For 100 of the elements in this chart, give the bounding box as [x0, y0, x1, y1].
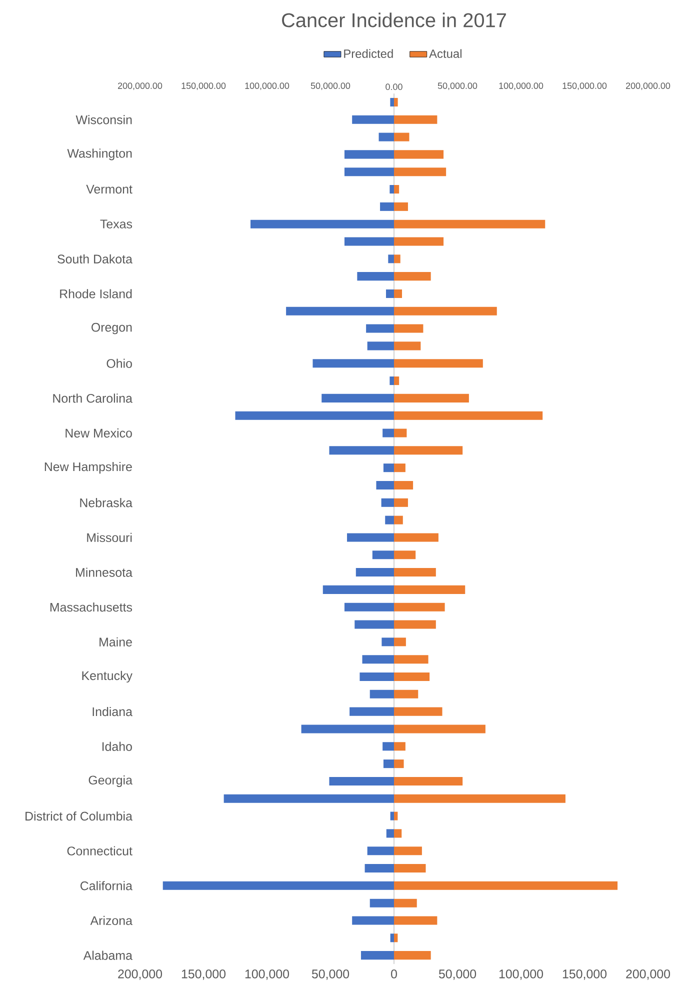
- bar: [394, 550, 416, 560]
- bar: [162, 881, 394, 890]
- x-tick-label: 0: [391, 970, 397, 978]
- y-tick-label: Maine: [100, 637, 132, 646]
- bar: [382, 428, 394, 438]
- bar: [301, 724, 394, 734]
- bar: [394, 864, 426, 873]
- bar: [394, 620, 436, 629]
- bar: [322, 394, 394, 402]
- y-tick-label: Washington: [67, 148, 132, 160]
- bar: [394, 672, 430, 682]
- bar: [383, 464, 394, 472]
- y-tick-label: Nebraska: [80, 498, 132, 508]
- bar: [352, 916, 394, 925]
- bar: [390, 812, 394, 820]
- y-tick-label: Oregon: [92, 322, 132, 334]
- bar: [356, 568, 394, 577]
- x2-tick-label: 100,000.00: [499, 82, 544, 90]
- bar: [394, 638, 406, 646]
- bar: [394, 776, 463, 786]
- y-tick-label: Ohio: [106, 358, 132, 368]
- y-tick-label: District of Columbia: [26, 811, 132, 821]
- bar: [394, 272, 431, 281]
- bar: [394, 184, 400, 194]
- bar: [390, 98, 394, 106]
- bar: [394, 428, 407, 438]
- bar: [394, 898, 417, 908]
- bar: [329, 776, 394, 786]
- x2-tick-label: 150,000.00: [562, 82, 607, 90]
- bar: [394, 446, 463, 455]
- x2-tick-label: 100,000.00: [245, 82, 290, 90]
- bar: [312, 359, 394, 368]
- bar: [344, 237, 394, 246]
- bar: [360, 951, 394, 960]
- y-tick-label: North Carolina: [53, 394, 132, 403]
- bar: [370, 898, 394, 908]
- bar: [390, 934, 394, 942]
- bar: [394, 951, 431, 960]
- y-tick-label: South Dakota: [58, 254, 132, 264]
- bar: [394, 690, 418, 698]
- y-tick-label: Indiana: [92, 706, 132, 716]
- bar: [388, 254, 394, 264]
- bar: [394, 742, 406, 751]
- bar: [394, 168, 446, 176]
- bar: [344, 168, 394, 176]
- bar: [394, 98, 398, 106]
- bar: [394, 359, 483, 368]
- bar: [394, 881, 618, 890]
- bar: [382, 742, 394, 751]
- bar: [394, 934, 398, 942]
- bar: [378, 132, 394, 142]
- y-tick-label: Rhode Island: [60, 289, 132, 298]
- bar: [394, 533, 438, 542]
- y-tick-label: Texas: [100, 220, 132, 228]
- bar: [394, 916, 438, 925]
- bar: [394, 585, 466, 594]
- x2-tick-label: 200,000.00: [118, 82, 162, 90]
- bar: [394, 812, 398, 820]
- bar: [394, 794, 566, 803]
- x-tick-label: 200,000: [118, 970, 162, 980]
- x2-tick-label: 200,000.00: [626, 82, 670, 90]
- bar: [352, 115, 394, 124]
- bar: [224, 794, 394, 803]
- bar: [350, 707, 394, 716]
- y-tick-label: New Hampshire: [44, 462, 132, 474]
- bar: [367, 342, 394, 350]
- bar: [394, 324, 424, 333]
- bar: [366, 324, 394, 333]
- x-tick-label: 100,000: [499, 970, 544, 980]
- x2-tick-label: 150,000.00: [182, 82, 226, 90]
- bar: [394, 289, 402, 298]
- bar: [382, 638, 394, 646]
- bar: [394, 411, 543, 420]
- bar: [394, 724, 486, 734]
- bar: [364, 864, 394, 873]
- bar: [394, 150, 444, 159]
- bar: [344, 602, 394, 612]
- bar: [394, 846, 422, 856]
- x-tick-label: 150,000: [182, 970, 226, 980]
- y-tick-label: Massachusetts: [50, 602, 132, 612]
- bar: [357, 272, 394, 281]
- bar: [381, 498, 394, 507]
- bar: [394, 306, 497, 316]
- bar: [386, 829, 394, 838]
- bar: [286, 306, 394, 316]
- x2-tick-label: 0.00: [386, 84, 402, 90]
- bar: [394, 220, 546, 228]
- y-tick-label: Kentucky: [82, 670, 132, 683]
- y-tick-label: Wisconsin: [76, 115, 132, 124]
- bar: [394, 516, 403, 524]
- bar: [383, 760, 394, 768]
- bar: [367, 846, 394, 856]
- bar: [394, 480, 414, 490]
- bar: [362, 655, 394, 664]
- bar: [394, 254, 400, 264]
- x-tick-label: 100,000: [245, 970, 290, 980]
- bar: [250, 220, 394, 228]
- bar: [394, 655, 428, 664]
- bar: [372, 550, 394, 560]
- y-tick-label: Idaho: [102, 742, 132, 751]
